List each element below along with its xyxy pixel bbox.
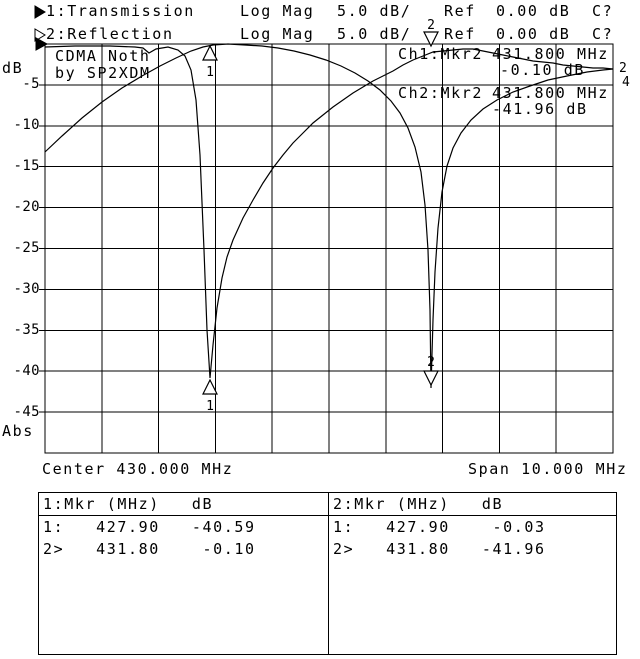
channel-2-label: 2:Reflection [46, 25, 174, 43]
trace-edge-label-4: 4 [622, 75, 630, 90]
y-tick: -25 [13, 240, 40, 256]
channel-1-ref-label: Ref [444, 2, 476, 20]
annotation-author: by SP2XDM [55, 64, 151, 82]
marker-table-ch1-row-2: 2> 431.80 -0.10 [43, 540, 256, 558]
y-tick: -15 [13, 158, 40, 174]
channel-1-format: Log Mag [240, 2, 315, 20]
channel-1-scale: 5.0 dB/ [337, 2, 412, 20]
marker-2-symbol [423, 370, 439, 387]
ch1-marker-readout-freq: 431.800 MHz [492, 45, 609, 63]
header-channel-1: 1:Transmission Log Mag 5.0 dB/ Ref 0.00 … [0, 4, 640, 20]
y-tick: -35 [13, 322, 40, 338]
ch1-marker-readout-value: -0.10 dB [500, 61, 586, 79]
marker-table-ch2-row-2: 2> 431.80 -41.96 [333, 540, 546, 558]
channel-2-ref-value: 0.00 dB [496, 25, 571, 43]
marker-table: 1:Mkr (MHz) dB 1: 427.90 -40.59 2> 431.8… [38, 492, 617, 655]
channel-2-scale: 5.0 dB/ [337, 25, 412, 43]
channel-2-cal-status: C? [592, 25, 614, 43]
ch2-marker-readout-label: Ch2:Mkr2 [398, 84, 484, 102]
span-frequency-label: Span 10.000 MHz [468, 460, 628, 478]
channel-2-format: Log Mag [240, 25, 315, 43]
ch2-marker-readout-value: -41.96 dB [492, 100, 588, 118]
marker-2-number: 2 [427, 355, 435, 370]
trace-edge-label-2: 2 [619, 61, 627, 76]
y-axis-bottom-label: Abs [2, 422, 34, 440]
marker-1-number: 1 [206, 65, 214, 80]
marker-table-divider [328, 493, 329, 654]
channel-1-ref-value: 0.00 dB [496, 2, 571, 20]
y-tick: -10 [13, 117, 40, 133]
marker-1-symbol [202, 378, 218, 395]
y-axis-title: dB [2, 59, 24, 77]
y-tick: -45 [13, 404, 40, 420]
marker-table-ch1-header: 1:Mkr (MHz) dB [43, 495, 214, 513]
channel-1-label: 1:Transmission [46, 2, 195, 20]
y-tick: -5 [22, 76, 40, 92]
ch2-marker-readout-freq: 431.800 MHz [492, 84, 609, 102]
y-tick: -40 [13, 363, 40, 379]
y-tick: -20 [13, 199, 40, 215]
marker-1-number: 1 [206, 399, 214, 414]
center-frequency-label: Center 430.000 MHz [42, 460, 234, 478]
annotation-word-2: Noth [108, 47, 151, 65]
header-channel-2: 2:Reflection Log Mag 5.0 dB/ Ref 0.00 dB… [0, 27, 640, 43]
marker-table-ch2-row-1: 1: 427.90 -0.03 [333, 518, 546, 536]
marker-1-symbol [202, 44, 218, 61]
channel-2-ref-label: Ref [444, 25, 476, 43]
channel-1-cal-status: C? [592, 2, 614, 20]
marker-table-ch2-header: 2:Mkr (MHz) dB [333, 495, 504, 513]
marker-table-ch1-row-1: 1: 427.90 -40.59 [43, 518, 256, 536]
ch1-marker-readout-label: Ch1:Mkr2 [398, 45, 484, 63]
annotation-word-1: CDMA [55, 47, 98, 65]
y-tick: -30 [13, 281, 40, 297]
marker-table-header-separator [39, 515, 616, 516]
y-axis-tick-labels: -5 -10 -15 -20 -25 -30 -35 -40 -45 [0, 0, 40, 460]
